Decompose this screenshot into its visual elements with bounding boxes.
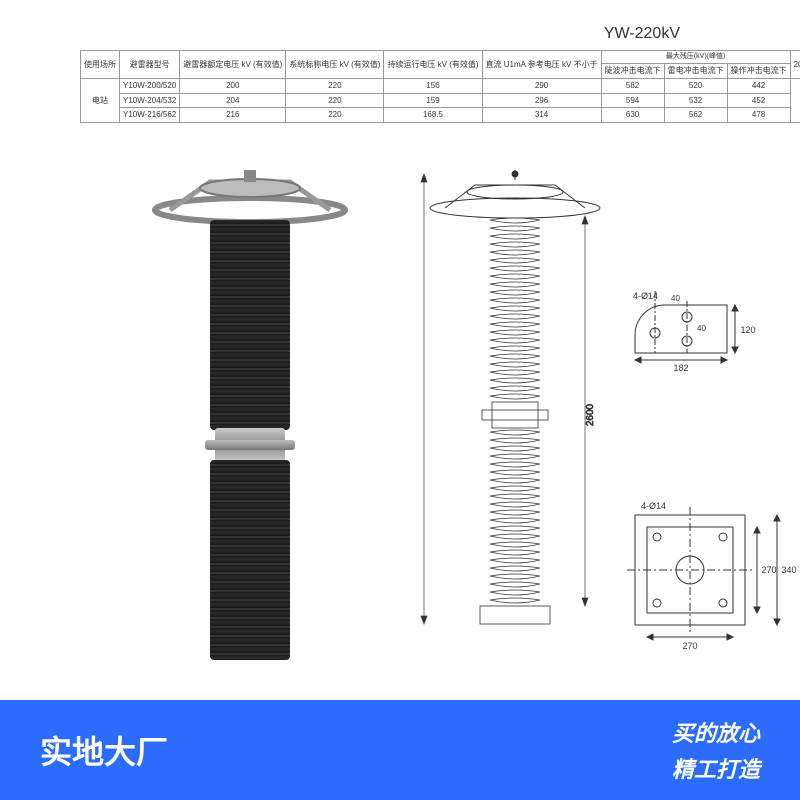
technical-drawing: 3090 2600 182	[420, 170, 800, 690]
dim-terminal-hx: 40	[671, 294, 680, 303]
page-root: YW-220kV 使用场所 避雷器型号 避雷器额定电压 kV (有效值) 系统标…	[0, 0, 800, 800]
dim-terminal-hy: 40	[697, 324, 706, 333]
footer-right-line2: 精工打造	[672, 752, 760, 784]
insulator-lower	[210, 460, 290, 660]
cell: 452	[727, 93, 790, 108]
insulator-upper	[210, 220, 290, 430]
cell: 562	[664, 108, 727, 123]
footer-left-text: 实地大厂	[20, 727, 168, 773]
cell: 220	[286, 93, 384, 108]
content: YW-220kV 使用场所 避雷器型号 避雷器额定电压 kV (有效值) 系统标…	[60, 20, 780, 700]
arrester-photo	[130, 170, 370, 670]
cell: 442	[727, 78, 790, 93]
cell: 630	[601, 108, 664, 123]
cell: 200	[180, 78, 286, 93]
th-200us: 200μs 方波电流 A (峰值)	[790, 51, 800, 79]
th-sys: 系统标称电压 kV (有效值)	[286, 51, 384, 79]
cell: 520	[664, 78, 727, 93]
table-row: Y10W-216/562 216 220 168.5 314 630 562 4…	[81, 108, 800, 123]
footer-right-line1: 买的放心	[672, 716, 760, 748]
cell: 216	[180, 108, 286, 123]
cell: Y10W-204/532	[120, 93, 180, 108]
cell: 电站	[81, 78, 120, 122]
cell: Y10W-216/562	[120, 108, 180, 123]
cell: 220	[286, 78, 384, 93]
th-dcref: 直流 U1mA 参考电压 kV 不小于	[482, 51, 601, 79]
footer-banner: 实地大厂 买的放心 精工打造	[0, 700, 800, 800]
spec-table: 使用场所 避雷器型号 避雷器额定电压 kV (有效值) 系统标称电压 kV (有…	[80, 50, 800, 123]
dim-terminal-w: 182	[673, 363, 688, 373]
dim-base-holes: 4-Ø14	[641, 501, 666, 511]
mid-flange	[215, 428, 285, 462]
th-switch: 操作冲击电流下	[727, 64, 790, 79]
dim-base-h: 270	[761, 565, 776, 575]
product-title: YW-220kV	[604, 25, 680, 43]
cell: 290	[482, 78, 601, 93]
cell: 204	[180, 93, 286, 108]
table-row: 电站 Y10W-200/520 200 220 156 290 582 520 …	[81, 78, 800, 93]
th-maxres: 最大残压(kV)(峰值)	[601, 51, 790, 64]
dim-base-w: 270	[682, 641, 697, 651]
cell: 168.5	[384, 108, 482, 123]
dim-terminal-h: 120	[740, 325, 755, 335]
footer-right: 买的放心 精工打造	[672, 716, 780, 784]
th-model: 避雷器型号	[120, 51, 180, 79]
th-rated: 避雷器额定电压 kV (有效值)	[180, 51, 286, 79]
th-lightning: 雷电冲击电流下	[664, 64, 727, 79]
cell: Y10W-200/520	[120, 78, 180, 93]
top-cap	[150, 170, 350, 225]
th-cont: 持续运行电压 kV (有效值)	[384, 51, 482, 79]
cell: 156	[384, 78, 482, 93]
th-use: 使用场所	[81, 51, 120, 79]
dim-total-h: 3090	[420, 390, 421, 413]
cell: 600	[790, 78, 800, 122]
product-photo	[130, 170, 370, 670]
cell: 532	[664, 93, 727, 108]
cell: 220	[286, 108, 384, 123]
dim-base-outer-h: 340	[781, 565, 796, 575]
dim-inner-h: 2600	[585, 403, 596, 426]
cell: 314	[482, 108, 601, 123]
th-steep: 陡波冲击电流下	[601, 64, 664, 79]
cell: 478	[727, 108, 790, 123]
cell: 296	[482, 93, 601, 108]
sheds-upper	[480, 218, 550, 624]
cell: 159	[384, 93, 482, 108]
cell: 582	[601, 78, 664, 93]
table-header-row-1: 使用场所 避雷器型号 避雷器额定电压 kV (有效值) 系统标称电压 kV (有…	[81, 51, 800, 64]
cell: 594	[601, 93, 664, 108]
table-row: Y10W-204/532 204 220 159 296 594 532 452	[81, 93, 800, 108]
dim-terminal-holes: 4-Ø14	[633, 291, 658, 301]
